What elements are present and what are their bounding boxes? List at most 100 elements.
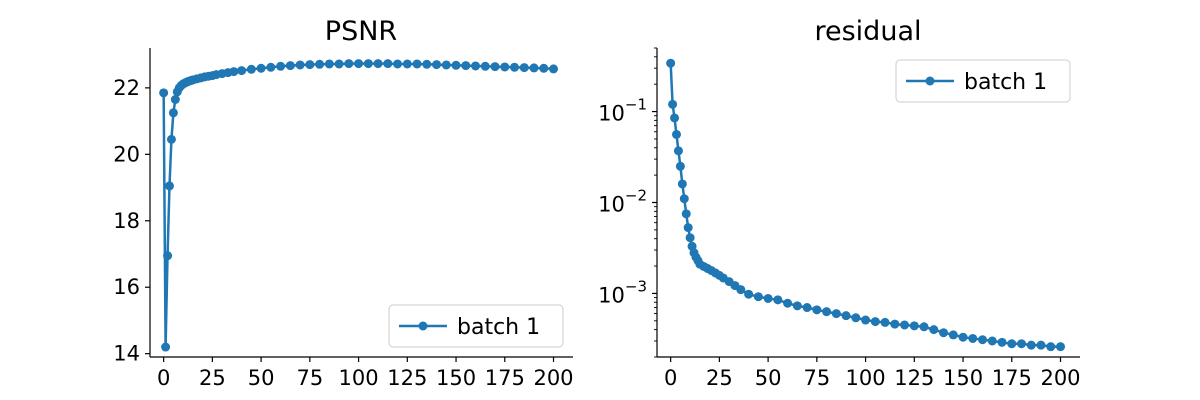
psnr-data-point bbox=[164, 181, 174, 191]
psnr-data-point bbox=[324, 59, 334, 69]
residual-data-point bbox=[792, 301, 802, 311]
psnr-x-tick-label: 175 bbox=[485, 366, 525, 390]
psnr-data-point bbox=[159, 88, 169, 98]
residual-x-tick-label: 200 bbox=[1040, 366, 1080, 390]
residual-data-point bbox=[668, 99, 678, 109]
residual-data-point bbox=[851, 313, 861, 323]
residual-data-point bbox=[1056, 342, 1066, 352]
psnr-data-point bbox=[432, 60, 442, 70]
psnr-x-tick-label: 50 bbox=[248, 366, 275, 390]
psnr-x-tick-label: 75 bbox=[296, 366, 323, 390]
residual-data-point bbox=[900, 320, 910, 330]
psnr-data-point bbox=[266, 62, 276, 72]
residual-x-tick-label: 150 bbox=[943, 366, 983, 390]
psnr-data-point bbox=[539, 63, 549, 73]
residual-data-point bbox=[822, 307, 832, 317]
residual-data-point bbox=[666, 58, 676, 68]
residual-chart-title: residual bbox=[815, 16, 922, 47]
residual-x-tick-label: 75 bbox=[803, 366, 830, 390]
psnr-data-point bbox=[246, 64, 256, 74]
residual-x-tick-label: 50 bbox=[755, 366, 782, 390]
residual-data-point bbox=[997, 337, 1007, 347]
residual-data-point bbox=[736, 285, 746, 295]
residual-data-point bbox=[870, 317, 880, 327]
residual-data-point bbox=[929, 325, 939, 335]
psnr-data-point bbox=[412, 59, 422, 69]
psnr-data-point bbox=[422, 59, 432, 69]
psnr-data-point bbox=[276, 61, 286, 71]
residual-data-point bbox=[812, 305, 822, 315]
residual-data-point bbox=[675, 161, 685, 171]
psnr-data-point bbox=[363, 59, 373, 69]
psnr-data-point bbox=[500, 62, 510, 72]
psnr-data-point bbox=[170, 95, 180, 104]
residual-x-tick-label: 100 bbox=[846, 366, 886, 390]
psnr-data-point bbox=[229, 67, 239, 77]
psnr-data-point bbox=[549, 64, 559, 74]
residual-data-point bbox=[1036, 340, 1046, 350]
residual-data-point bbox=[677, 179, 687, 189]
residual-data-point bbox=[670, 113, 680, 123]
psnr-data-point bbox=[315, 59, 325, 69]
psnr-data-point bbox=[441, 60, 451, 70]
residual-y-tick-label: 10−3 bbox=[598, 277, 647, 307]
psnr-data-point bbox=[402, 59, 412, 69]
psnr-data-point bbox=[383, 59, 393, 69]
psnr-x-tick-label: 100 bbox=[339, 366, 379, 390]
residual-data-point bbox=[987, 336, 997, 346]
psnr-data-point bbox=[529, 63, 539, 73]
residual-data-point bbox=[753, 292, 763, 302]
residual-data-point bbox=[763, 293, 773, 303]
psnr-data-point bbox=[285, 61, 295, 71]
psnr-data-point bbox=[354, 59, 364, 69]
psnr-data-point bbox=[519, 63, 529, 73]
residual-data-point bbox=[744, 289, 754, 299]
psnr-data-point bbox=[461, 61, 471, 71]
psnr-x-tick-label: 0 bbox=[157, 366, 170, 390]
psnr-x-tick-label: 125 bbox=[387, 366, 427, 390]
psnr-x-tick-label: 200 bbox=[533, 366, 573, 390]
psnr-data-point bbox=[373, 59, 383, 69]
psnr-chart: PSNR 0 25 50 75 100 125 150 175 200 14 16 18 20 22 bat… bbox=[113, 16, 573, 390]
residual-data-point bbox=[890, 319, 900, 329]
psnr-data-point bbox=[471, 61, 481, 71]
psnr-data-point bbox=[305, 60, 315, 70]
psnr-y-tick-label: 16 bbox=[113, 275, 140, 299]
residual-data-point bbox=[681, 209, 691, 219]
psnr-data-point bbox=[166, 134, 176, 144]
psnr-legend bbox=[388, 304, 564, 348]
psnr-legend-marker bbox=[418, 321, 428, 331]
residual-data-point bbox=[1017, 339, 1027, 349]
residual-data-point bbox=[939, 328, 949, 338]
residual-data-point bbox=[783, 298, 793, 308]
residual-legend-label: batch 1 bbox=[964, 70, 1047, 95]
residual-legend-marker bbox=[925, 76, 935, 86]
residual-data-point bbox=[861, 315, 871, 325]
psnr-data-point bbox=[295, 60, 305, 70]
psnr-data-point bbox=[237, 66, 247, 76]
residual-data-point bbox=[679, 194, 689, 204]
residual-y-tick-label: 10−2 bbox=[598, 187, 647, 217]
residual-data-point bbox=[1026, 340, 1036, 350]
residual-chart: residual 0 25 50 75 100 125 150 175 200 10−3 10−2 1… bbox=[598, 16, 1080, 390]
psnr-legend-label: batch 1 bbox=[457, 315, 540, 340]
psnr-data-point bbox=[161, 342, 171, 352]
residual-series-line bbox=[669, 63, 1061, 348]
psnr-data-point bbox=[256, 63, 266, 73]
residual-legend bbox=[895, 59, 1071, 103]
residual-data-point bbox=[1007, 339, 1017, 349]
psnr-data-point bbox=[344, 59, 354, 69]
psnr-chart-title: PSNR bbox=[325, 16, 397, 47]
residual-x-tick-label: 175 bbox=[992, 366, 1032, 390]
residual-y-tick-label: 10−1 bbox=[598, 96, 647, 126]
residual-data-point bbox=[673, 146, 683, 156]
residual-data-point bbox=[1046, 342, 1056, 352]
psnr-x-tick-label: 25 bbox=[199, 366, 226, 390]
psnr-data-point bbox=[480, 61, 490, 71]
residual-data-point bbox=[671, 129, 681, 139]
residual-data-point bbox=[880, 317, 890, 327]
psnr-data-point bbox=[168, 108, 178, 118]
psnr-data-point bbox=[510, 62, 520, 72]
residual-data-point bbox=[685, 233, 695, 243]
